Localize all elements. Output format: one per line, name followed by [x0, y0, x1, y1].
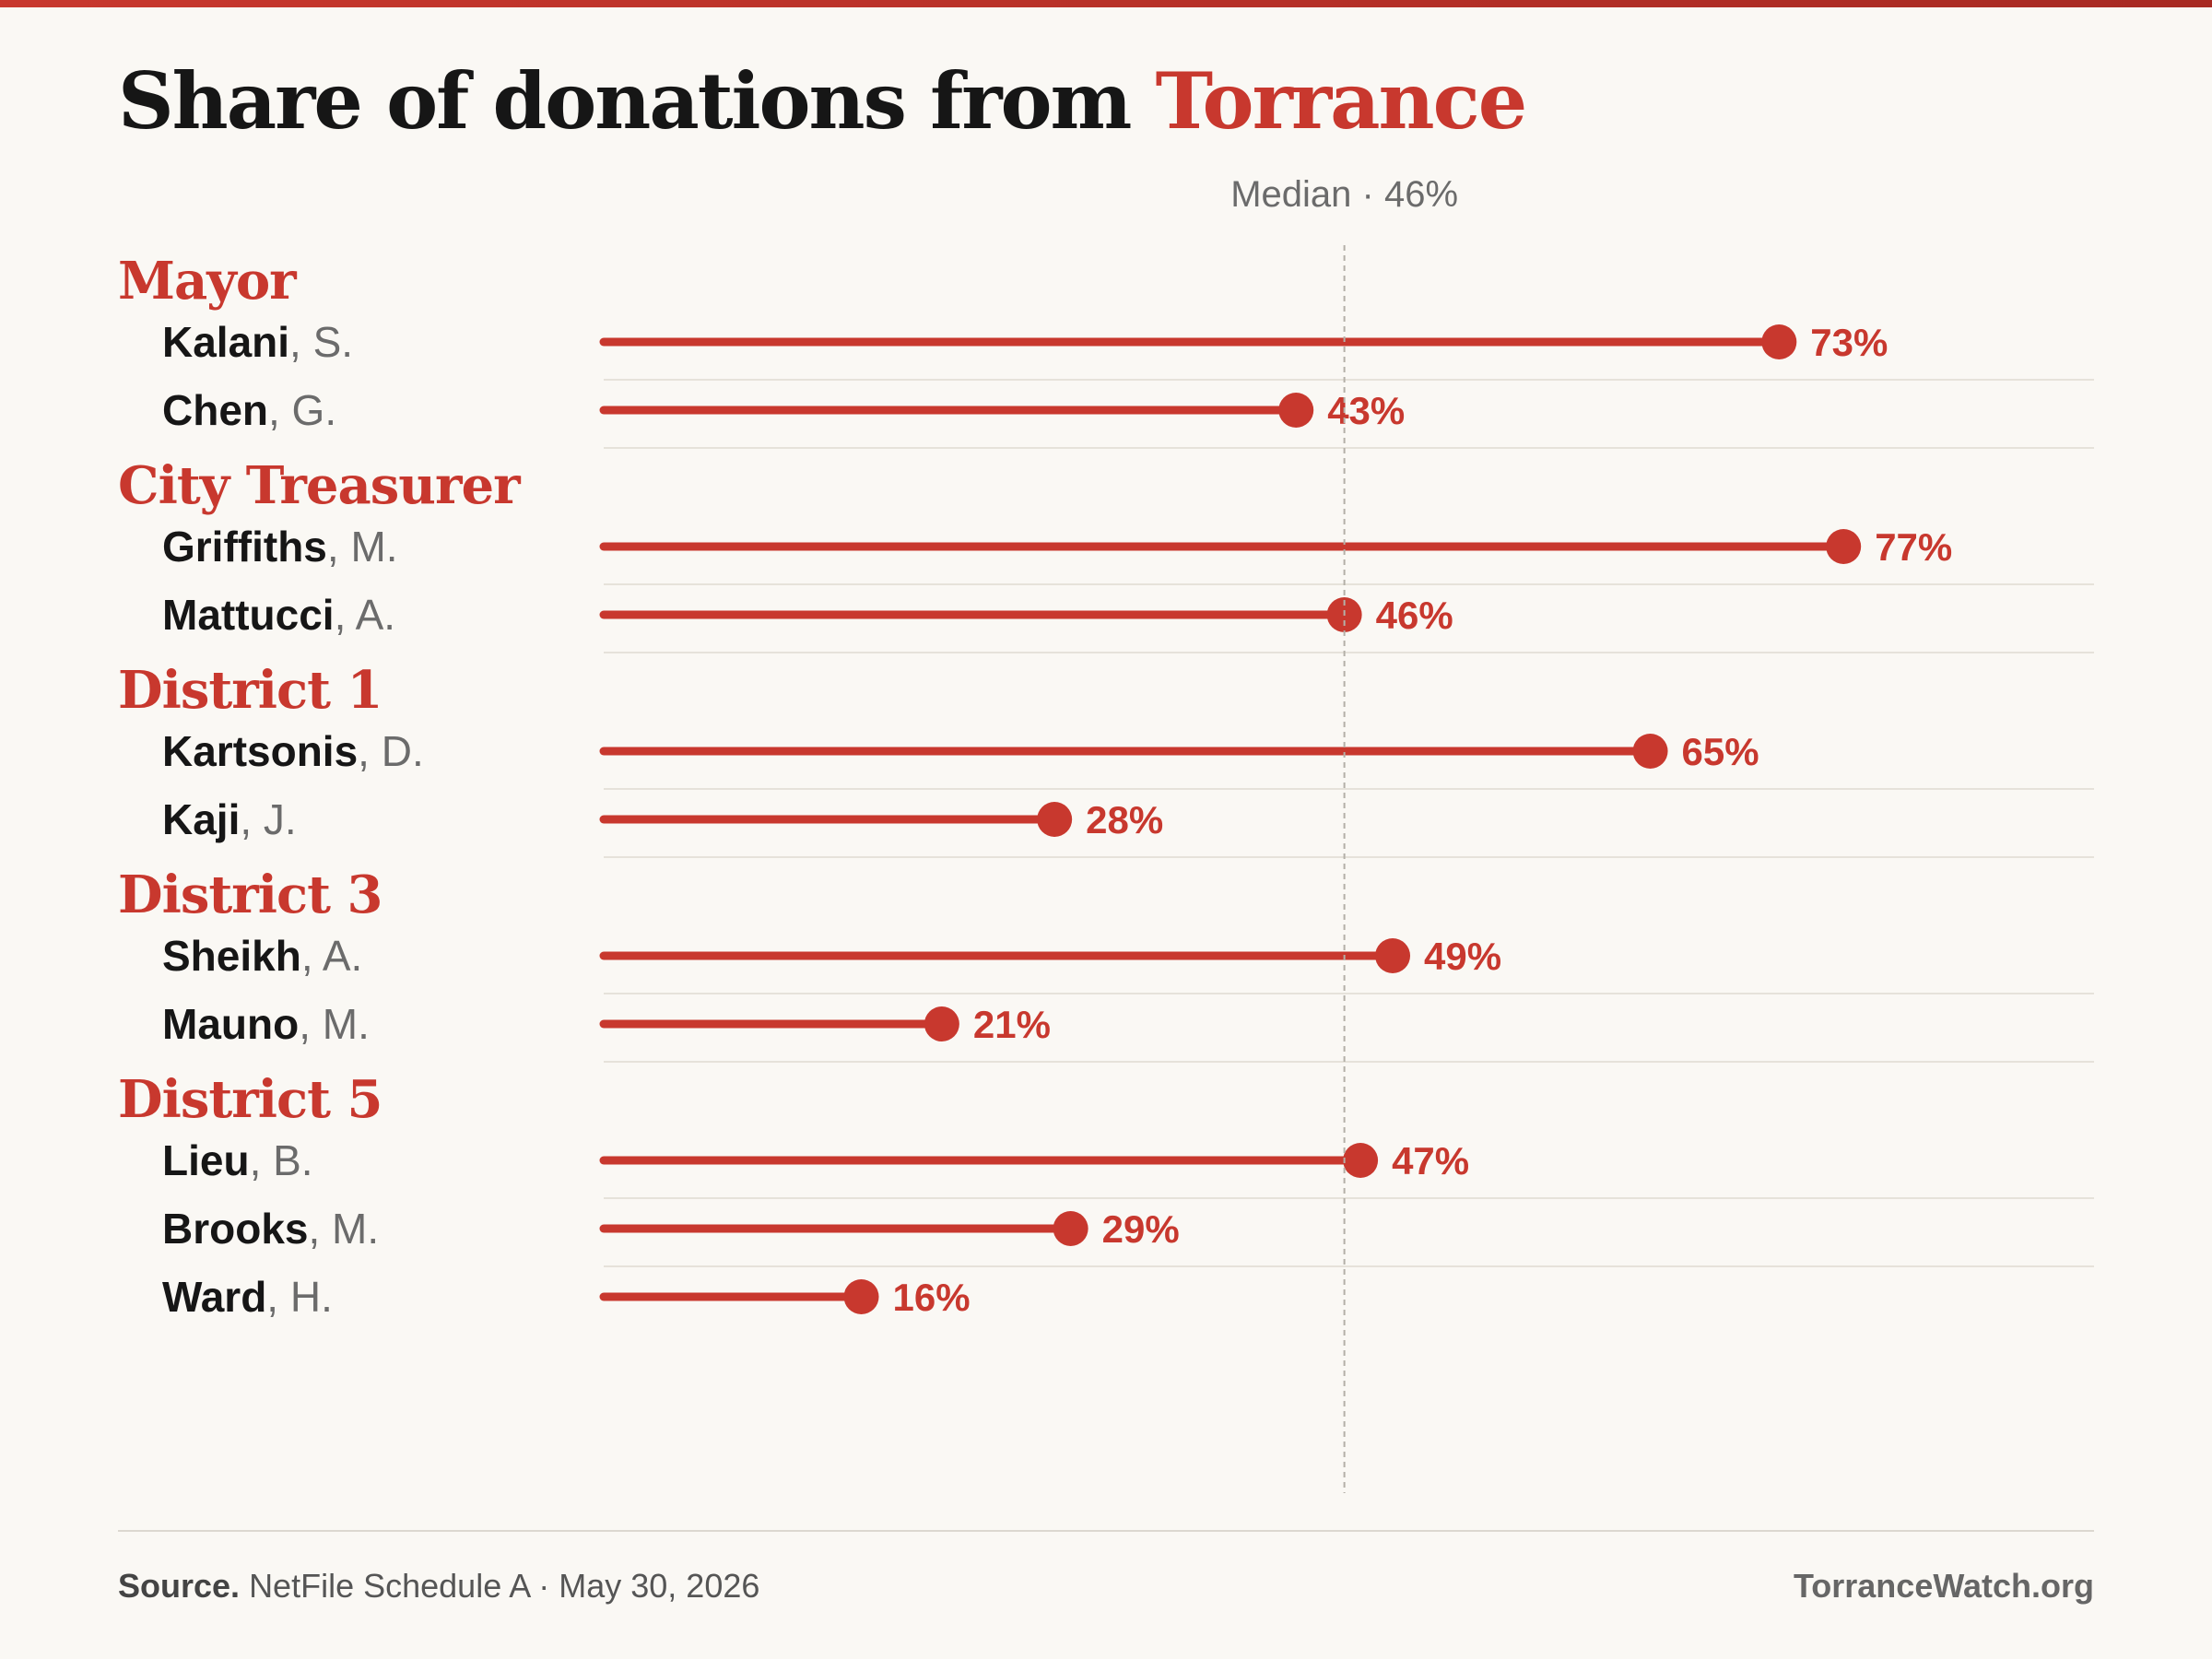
candidate-name: Brooks, M.	[162, 1205, 379, 1253]
candidate-initial: , M.	[308, 1205, 379, 1253]
bar-dot	[1037, 802, 1073, 837]
candidate-initial: , M.	[327, 523, 398, 571]
bar-dot	[924, 1006, 959, 1041]
bar-dot	[1375, 938, 1411, 973]
candidate-last-name: Chen	[162, 386, 268, 434]
candidate-name: Kalani, S.	[162, 318, 353, 366]
value-label: 49%	[1424, 935, 1501, 978]
candidate-initial: , A.	[335, 591, 395, 639]
candidate-last-name: Mattucci	[162, 591, 335, 639]
bar-dot	[1343, 1143, 1379, 1178]
source-label: Source.	[118, 1567, 241, 1605]
top-accent-bar	[0, 0, 2212, 7]
value-label: 29%	[1102, 1207, 1180, 1251]
candidate-last-name: Sheikh	[162, 932, 301, 980]
bar-dot	[843, 1279, 879, 1314]
candidate-name: Sheikh, A.	[162, 932, 362, 980]
candidate-name: Kaji, J.	[162, 795, 297, 843]
candidate-last-name: Mauno	[162, 1000, 299, 1048]
group-heading: Mayor	[118, 251, 298, 312]
title-prefix: Share of donations from	[118, 55, 1132, 147]
bar-dot	[1826, 529, 1862, 564]
candidate-name: Ward, H.	[162, 1273, 333, 1321]
candidate-name: Griffiths, M.	[162, 523, 398, 571]
candidate-name: Mauno, M.	[162, 1000, 370, 1048]
candidate-initial: , B.	[250, 1136, 313, 1184]
value-label: 46%	[1376, 594, 1453, 637]
value-label: 28%	[1086, 798, 1163, 841]
bar-dot	[1632, 734, 1668, 769]
candidate-last-name: Kalani	[162, 318, 289, 366]
source-note: Source. NetFile Schedule A · May 30, 202…	[118, 1567, 759, 1606]
candidate-name: Mattucci, A.	[162, 591, 395, 639]
page-title: Share of donations from Torrance	[118, 55, 1527, 147]
candidate-name: Chen, G.	[162, 386, 336, 434]
brand-link[interactable]: TorranceWatch.org	[1793, 1567, 2094, 1605]
candidate-name: Kartsonis, D.	[162, 727, 424, 775]
candidate-initial: , M.	[299, 1000, 370, 1048]
bar-dot	[1761, 324, 1797, 359]
value-label: 73%	[1810, 321, 1888, 364]
value-label: 16%	[893, 1276, 971, 1319]
candidate-last-name: Brooks	[162, 1205, 308, 1253]
candidate-last-name: Griffiths	[162, 523, 327, 571]
median-label: Median · 46%	[1230, 174, 1458, 215]
candidate-last-name: Kaji	[162, 795, 240, 843]
group-heading: District 1	[118, 660, 382, 721]
value-label: 21%	[973, 1003, 1051, 1046]
group-heading: City Treasurer	[118, 455, 522, 516]
candidate-initial: , H.	[266, 1273, 333, 1321]
candidate-initial: , D.	[358, 727, 424, 775]
bar-dot	[1053, 1211, 1088, 1246]
value-label: 47%	[1392, 1139, 1469, 1182]
value-label: 77%	[1875, 525, 1952, 569]
candidate-last-name: Ward	[162, 1273, 266, 1321]
footer-divider	[118, 1530, 2094, 1532]
bar-dot	[1278, 393, 1314, 428]
value-label: 65%	[1682, 730, 1759, 773]
candidate-name: Lieu, B.	[162, 1136, 313, 1184]
value-label: 43%	[1327, 389, 1405, 432]
source-text: NetFile Schedule A · May 30, 2026	[249, 1567, 760, 1605]
candidate-initial: , S.	[289, 318, 353, 366]
candidate-last-name: Kartsonis	[162, 727, 358, 775]
title-accent: Torrance	[1155, 55, 1527, 147]
candidate-initial: , A.	[301, 932, 362, 980]
group-heading: District 3	[118, 865, 382, 925]
candidate-initial: , G.	[268, 386, 336, 434]
group-heading: District 5	[118, 1069, 382, 1130]
candidate-initial: , J.	[240, 795, 296, 843]
candidate-last-name: Lieu	[162, 1136, 250, 1184]
